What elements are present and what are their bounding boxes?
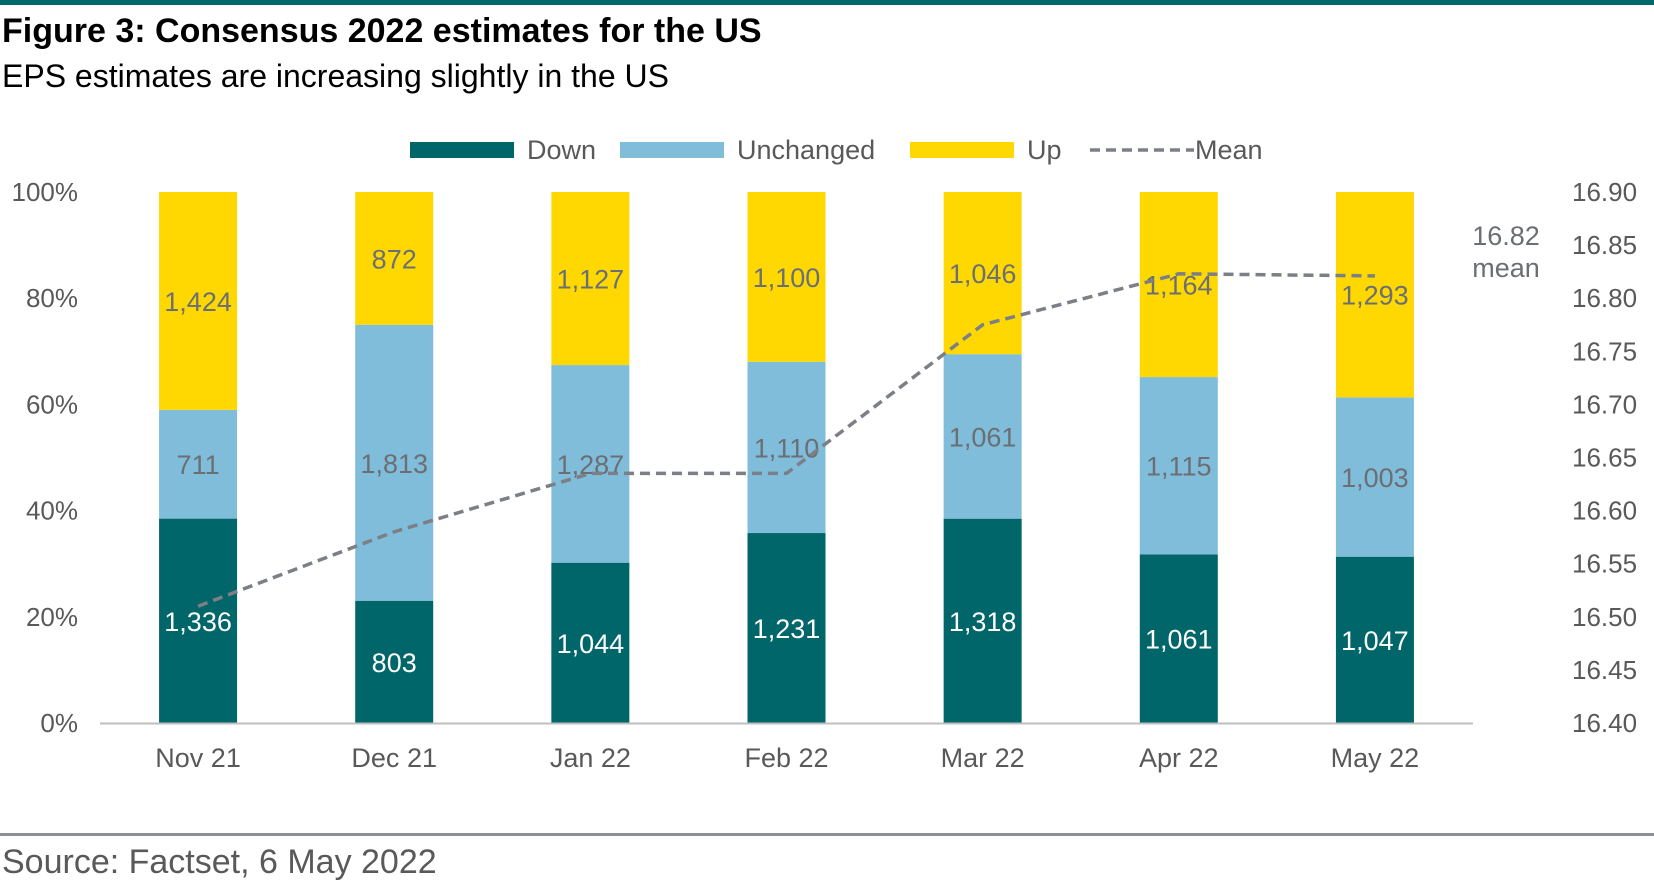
bar-down bbox=[355, 600, 434, 723]
x-tick-label: May 22 bbox=[1331, 743, 1420, 773]
x-tick-label: Feb 22 bbox=[744, 743, 828, 773]
legend-label-up: Up bbox=[1027, 135, 1062, 165]
data-label-down: 1,318 bbox=[949, 607, 1017, 637]
bar-up bbox=[1139, 192, 1218, 378]
x-tick-label: Jan 22 bbox=[550, 743, 631, 773]
bar-labels: 1,336 711 1,424 803 1,813 872 1,044 1,287 1,127 1… bbox=[164, 244, 1408, 678]
data-label-down: 1,336 bbox=[164, 607, 232, 637]
data-label-up: 1,127 bbox=[557, 265, 625, 295]
right-tick-label: 16.40 bbox=[1572, 708, 1637, 738]
chart-subtitle: EPS estimates are increasing slightly in… bbox=[2, 58, 669, 94]
mean-line bbox=[197, 272, 1375, 608]
data-label-down: 803 bbox=[372, 648, 417, 678]
annotation-value: 16.82 bbox=[1472, 221, 1540, 251]
x-tick-label: Apr 22 bbox=[1139, 743, 1219, 773]
legend-label-unchanged: Unchanged bbox=[737, 135, 875, 165]
bars bbox=[159, 192, 1414, 723]
right-tick-label: 16.75 bbox=[1572, 336, 1637, 366]
bar-unchanged bbox=[747, 361, 826, 534]
top-rule bbox=[0, 0, 1654, 5]
bar-unchanged bbox=[355, 324, 434, 601]
data-label-unchanged: 1,003 bbox=[1341, 463, 1409, 493]
left-tick-label: 40% bbox=[26, 496, 78, 526]
right-tick-label: 16.80 bbox=[1572, 283, 1637, 313]
bar-unchanged bbox=[1139, 377, 1218, 555]
bar-up bbox=[159, 192, 238, 410]
right-tick-label: 16.60 bbox=[1572, 496, 1637, 526]
bar-up bbox=[551, 192, 630, 366]
data-label-down: 1,061 bbox=[1145, 625, 1213, 655]
data-label-unchanged: 1,813 bbox=[360, 449, 428, 479]
right-tick-label: 16.70 bbox=[1572, 389, 1637, 419]
data-label-up: 1,046 bbox=[949, 259, 1017, 289]
data-label-unchanged: 1,115 bbox=[1146, 452, 1212, 482]
left-tick-label: 60% bbox=[26, 389, 78, 419]
x-tick-label: Dec 21 bbox=[351, 743, 437, 773]
data-label-up: 1,424 bbox=[164, 287, 232, 317]
bar-up bbox=[747, 192, 826, 362]
data-label-unchanged: 1,110 bbox=[754, 433, 820, 463]
data-label-up: 1,293 bbox=[1341, 281, 1409, 311]
right-tick-label: 16.50 bbox=[1572, 602, 1637, 632]
legend-swatch-up bbox=[910, 142, 1014, 158]
bar-up bbox=[943, 192, 1022, 355]
legend-swatch-down bbox=[410, 142, 514, 158]
chart-title: Figure 3: Consensus 2022 estimates for t… bbox=[2, 12, 762, 50]
left-tick-label: 0% bbox=[40, 708, 78, 738]
right-tick-label: 16.90 bbox=[1572, 177, 1637, 207]
bar-down bbox=[159, 518, 238, 723]
data-label-unchanged: 1,287 bbox=[557, 450, 625, 480]
legend-label-mean: Mean bbox=[1195, 135, 1263, 165]
bar-unchanged bbox=[1335, 397, 1414, 557]
bar-down bbox=[551, 562, 630, 723]
annotation-text: mean bbox=[1472, 253, 1540, 283]
left-tick-label: 80% bbox=[26, 283, 78, 313]
bar-up bbox=[1335, 192, 1414, 398]
bar-down bbox=[747, 533, 826, 723]
data-label-up: 1,100 bbox=[753, 263, 821, 293]
bar-unchanged bbox=[943, 354, 1022, 519]
right-tick-label: 16.45 bbox=[1572, 655, 1637, 685]
data-label-up: 872 bbox=[372, 244, 417, 274]
stacked-bar-chart: Down Unchanged Up Mean 0% 20% 40% 60% 80% 100% 1… bbox=[12, 135, 1638, 773]
mean-line-path bbox=[197, 272, 1375, 608]
source-note: Source: Factset, 6 May 2022 bbox=[2, 843, 437, 881]
data-label-down: 1,044 bbox=[557, 629, 625, 659]
x-axis: Nov 21 Dec 21 Jan 22 Feb 22 Mar 22 Apr 22 May … bbox=[100, 722, 1473, 773]
bottom-rule bbox=[0, 833, 1654, 836]
x-tick-label: Mar 22 bbox=[941, 743, 1025, 773]
data-label-unchanged: 1,061 bbox=[949, 422, 1017, 452]
right-axis: 16.40 16.45 16.50 16.55 16.60 16.65 16.70 16.75… bbox=[1572, 177, 1637, 738]
data-label-down: 1,231 bbox=[753, 614, 821, 644]
bar-down bbox=[1139, 554, 1218, 723]
right-tick-label: 16.65 bbox=[1572, 443, 1637, 473]
left-axis: 0% 20% 40% 60% 80% 100% bbox=[12, 177, 79, 738]
legend-label-down: Down bbox=[527, 135, 596, 165]
x-tick-label: Nov 21 bbox=[155, 743, 241, 773]
legend: Down Unchanged Up Mean bbox=[410, 135, 1263, 165]
bar-down bbox=[1335, 556, 1414, 723]
legend-swatch-unchanged bbox=[620, 142, 724, 158]
bar-up bbox=[355, 192, 434, 325]
data-label-down: 1,047 bbox=[1341, 626, 1409, 656]
right-tick-label: 16.55 bbox=[1572, 549, 1637, 579]
data-label-unchanged: 711 bbox=[177, 450, 220, 480]
bar-unchanged bbox=[551, 365, 630, 563]
left-tick-label: 20% bbox=[26, 602, 78, 632]
bar-unchanged bbox=[159, 409, 238, 519]
left-tick-label: 100% bbox=[12, 177, 79, 207]
right-tick-label: 16.85 bbox=[1572, 230, 1637, 260]
bar-down bbox=[943, 518, 1022, 723]
